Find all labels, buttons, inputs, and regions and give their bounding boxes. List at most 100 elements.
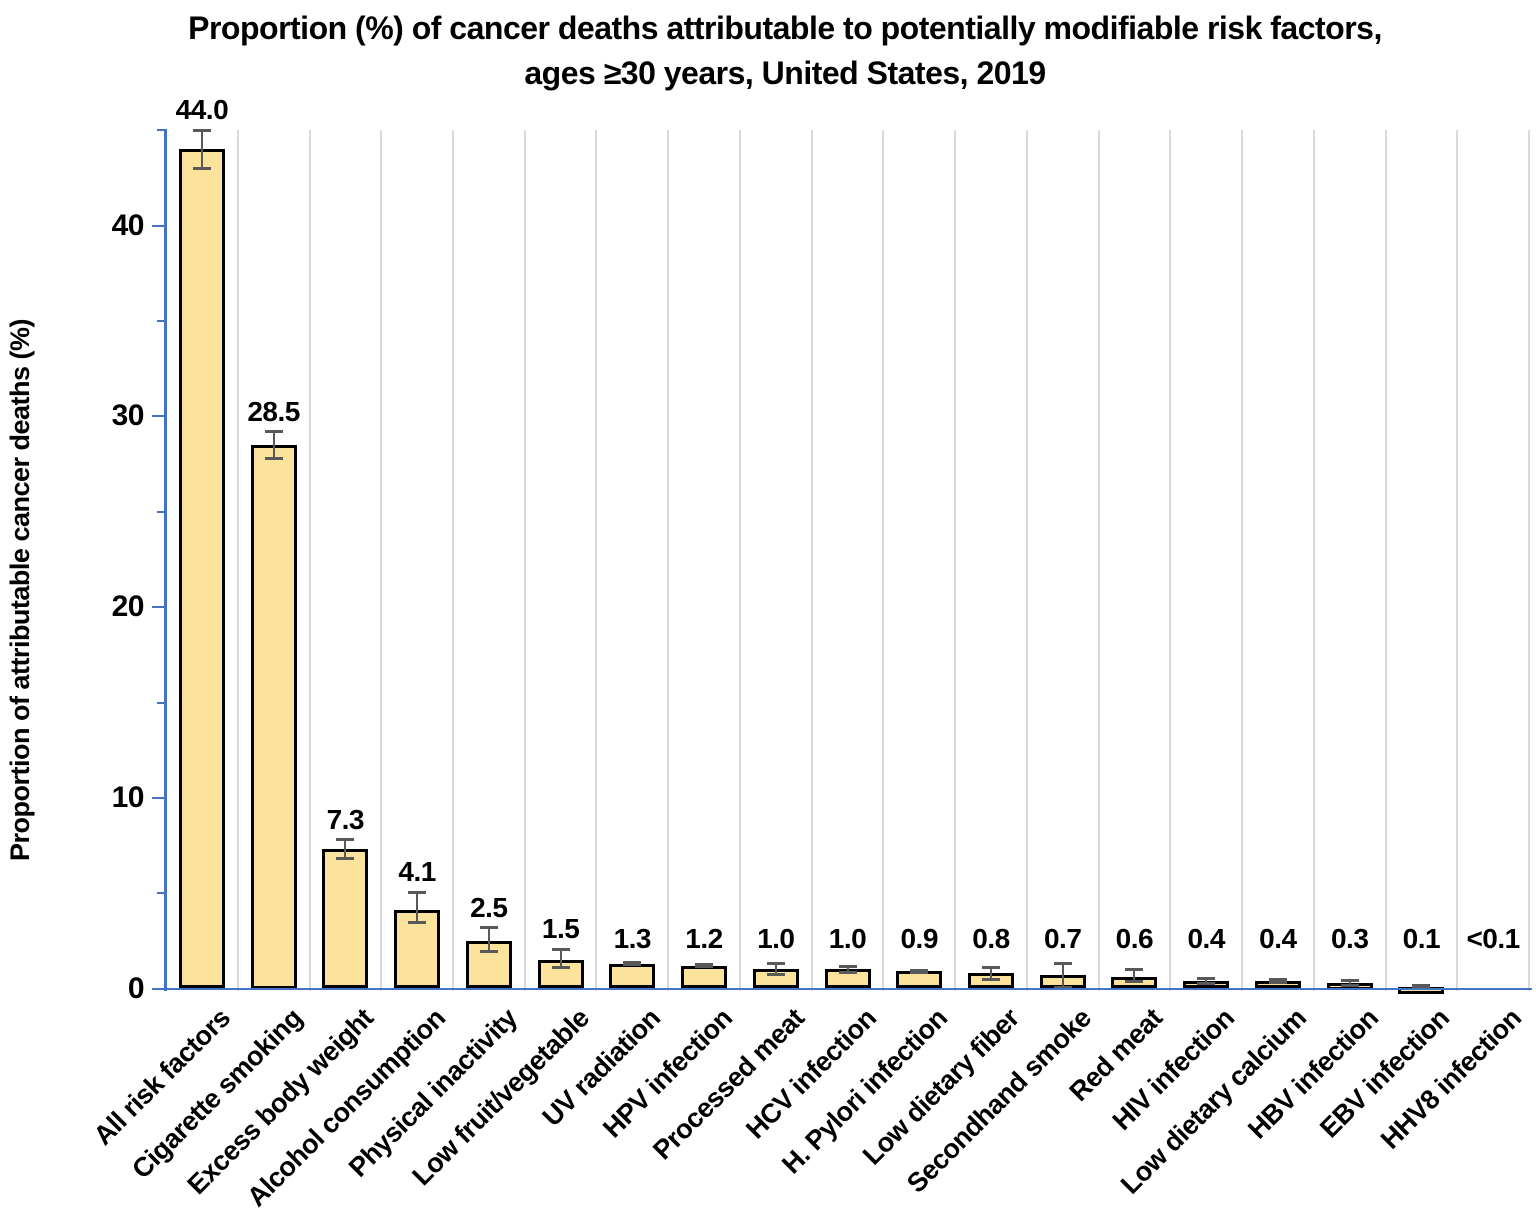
category-gridline [810,130,813,991]
error-cap-bottom [264,456,283,460]
y-minor-tick [157,510,166,513]
error-cap-bottom [1053,985,1072,989]
chart-title-line1: Proportion (%) of cancer deaths attribut… [188,10,1382,46]
y-tick-label-40: 40 [111,208,145,242]
bar-all-risk-factors [178,149,225,989]
value-label-h-pylori-infection: 0.9 [900,922,938,954]
category-gridline [1241,130,1244,991]
error-cap-bottom [1125,980,1144,984]
error-cap-top [408,890,427,894]
y-minor-tick [157,701,166,704]
error-cap-top [766,962,785,966]
category-gridline [236,130,239,991]
error-cap-bottom [551,966,570,969]
x-axis-line [164,987,1532,990]
error-cap-top [982,966,1000,969]
error-bar-alcohol-consumption [416,892,419,923]
value-label-hpv-infection: 1.2 [685,922,723,954]
value-label-hcv-infection: 1.0 [828,922,867,954]
error-cap-top [838,964,857,968]
category-gridline [882,130,885,991]
category-gridline [1025,130,1028,991]
error-bar-physical-inactivity [487,927,490,952]
category-gridline [1528,130,1530,991]
error-cap-bottom [695,965,713,969]
chart-title-line2: ages ≥30 years, United States, 2019 [524,55,1046,91]
error-cap-top [695,963,713,966]
error-bar-low-dietary-fiber [990,967,992,979]
error-cap-bottom [1197,981,1216,985]
error-cap-bottom [838,971,857,975]
error-cap-bottom [479,949,498,953]
value-label-alcohol-consumption: 4.1 [398,856,436,888]
error-bar-red-meat [1133,969,1136,982]
error-cap-bottom [1340,983,1359,987]
y-tick-label-30: 30 [111,399,145,433]
category-gridline [1384,130,1387,991]
error-cap-top [551,947,570,951]
error-bar-excess-body-weight [344,839,347,859]
error-cap-top [1412,983,1431,987]
value-label-low-dietary-calcium: 0.4 [1259,922,1297,954]
y-tick-label-10: 10 [111,780,145,814]
y-major-tick [152,606,166,609]
error-bar-secondhand-smoke [1061,963,1064,987]
value-label-all-risk-factors: 44.0 [175,94,229,126]
error-cap-top [910,968,929,972]
error-cap-top [1125,967,1144,971]
error-cap-bottom [336,857,355,861]
error-cap-bottom [192,167,211,170]
value-label-hiv-infection: 0.4 [1187,922,1225,954]
value-label-cigarette-smoking: 28.5 [247,395,300,427]
category-gridline [308,130,311,991]
error-cap-top [1340,978,1359,982]
error-cap-top [623,961,642,965]
y-minor-tick [157,320,166,322]
error-cap-top [1197,977,1216,981]
error-cap-top [1053,962,1072,966]
y-minor-tick [157,129,166,132]
value-label-secondhand-smoke: 0.7 [1043,922,1082,954]
error-bar-hcv-infection [846,966,849,973]
category-gridline [1312,130,1315,991]
bar-uv-radiation [609,963,656,989]
error-cap-bottom [623,963,642,967]
value-label-hbv-infection: 0.3 [1330,922,1369,954]
y-major-tick [152,796,166,799]
category-gridline [1456,130,1459,991]
category-gridline [738,130,741,991]
y-axis-title: Proportion of attributable cancer deaths… [5,318,35,862]
value-label-low-fruit-vegetable: 1.5 [541,913,580,945]
category-gridline [1169,130,1172,991]
value-label-processed-meat: 1.0 [757,922,795,954]
category-gridline [523,130,526,991]
error-bar-low-fruit-vegetable [559,949,562,968]
y-major-tick [152,224,166,227]
error-cap-bottom [910,971,929,975]
error-cap-top [1268,978,1287,982]
error-cap-top [264,430,283,434]
value-label-uv-radiation: 1.3 [613,922,652,954]
value-label-hhv8-infection: <0.1 [1466,922,1520,954]
y-tick-label-0: 0 [127,971,145,1005]
y-major-tick [152,415,166,418]
error-cap-top [336,838,355,842]
error-cap-top [192,128,211,132]
category-gridline [595,130,598,991]
error-cap-bottom [766,973,785,977]
error-cap-bottom [982,977,1000,981]
category-gridline [451,130,454,991]
error-bar-hiv-infection [1205,978,1208,984]
value-label-red-meat: 0.6 [1115,922,1154,954]
category-gridline [1097,130,1100,991]
y-axis-line [164,129,167,991]
y-major-tick [152,987,166,990]
error-bar-all-risk-factors [200,130,203,169]
y-minor-tick [157,892,166,895]
bar-hpv-infection [681,965,727,989]
bar-cigarette-smoking [250,445,297,989]
value-label-low-dietary-fiber: 0.8 [972,922,1010,954]
error-bar-cigarette-smoking [272,431,275,459]
category-gridline [954,130,957,991]
error-cap-bottom [408,921,427,925]
